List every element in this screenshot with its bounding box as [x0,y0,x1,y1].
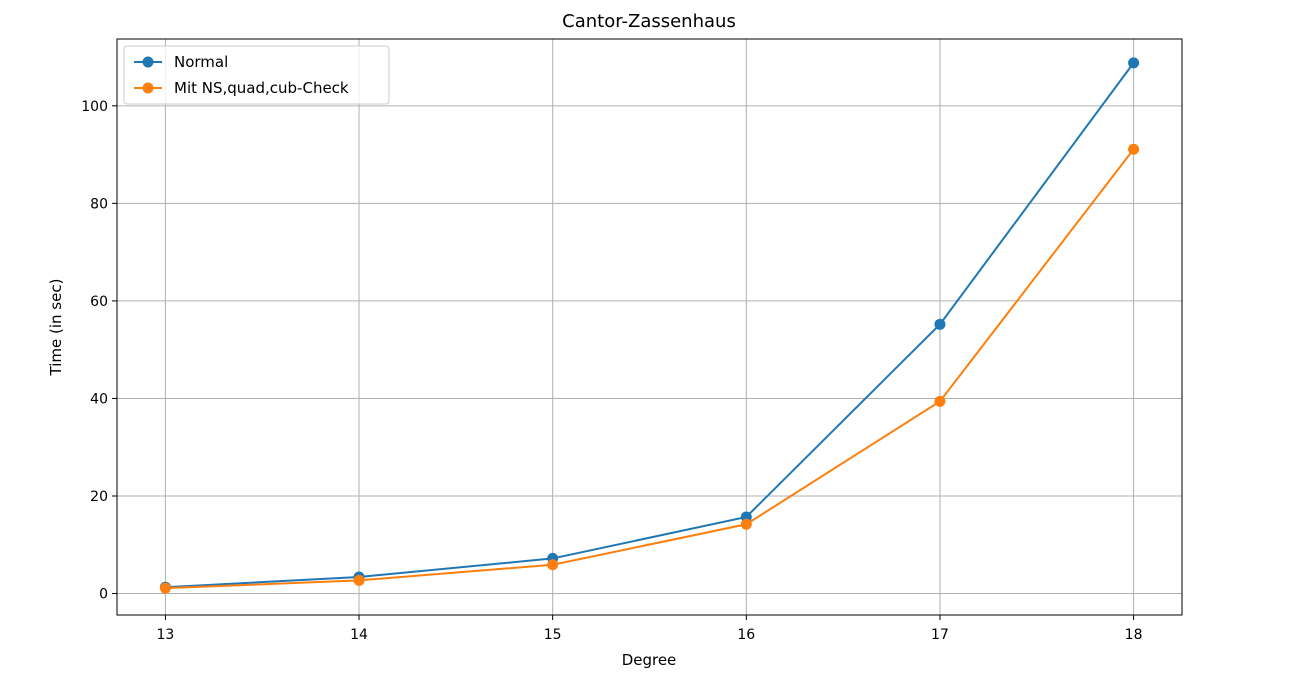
data-point [1128,57,1140,69]
y-tick-label: 0 [99,587,108,603]
series-line [165,148,1135,590]
x-tick-label: 18 [1125,627,1143,643]
legend-box [123,45,390,105]
y-tick-label: 60 [90,294,108,310]
y-tick-label: 40 [90,391,108,407]
data-point [1128,143,1140,155]
y-axis-ticks: 0 20 40 60 80 100 [81,99,117,603]
series-0 [159,57,1140,593]
data-point [159,582,171,594]
y-tick-label: 100 [81,99,108,115]
legend-marker [142,56,154,68]
x-tick-label: 16 [737,627,755,643]
data-point [547,559,559,571]
series-1 [159,143,1140,594]
x-axis-label: Degree [622,651,677,669]
y-tick-label: 20 [90,489,108,505]
series-layer [159,57,1140,594]
series-line [165,62,1135,589]
legend: Normal Mit NS,quad,cub-Check [123,45,390,105]
legend-entry-1: Mit NS,quad,cub-Check [134,79,349,97]
plot-area-frame [116,38,1183,616]
x-tick-label: 15 [544,627,562,643]
x-tick-label: 14 [350,627,368,643]
data-point [934,318,946,330]
legend-label: Normal [174,53,228,71]
grid [117,39,1182,615]
data-point [740,518,752,530]
y-axis-label: Time (in sec) [47,279,65,377]
x-tick-label: 13 [156,627,174,643]
chart-title: Cantor-Zassenhaus [562,11,736,32]
x-tick-label: 17 [931,627,949,643]
y-tick-label: 80 [90,196,108,212]
legend-label: Mit NS,quad,cub-Check [174,79,349,97]
legend-entry-0: Normal [134,53,228,71]
legend-marker [142,82,154,94]
data-point [934,395,946,407]
x-axis-ticks: 13 14 15 16 17 18 [156,615,1143,643]
data-point [353,574,365,586]
